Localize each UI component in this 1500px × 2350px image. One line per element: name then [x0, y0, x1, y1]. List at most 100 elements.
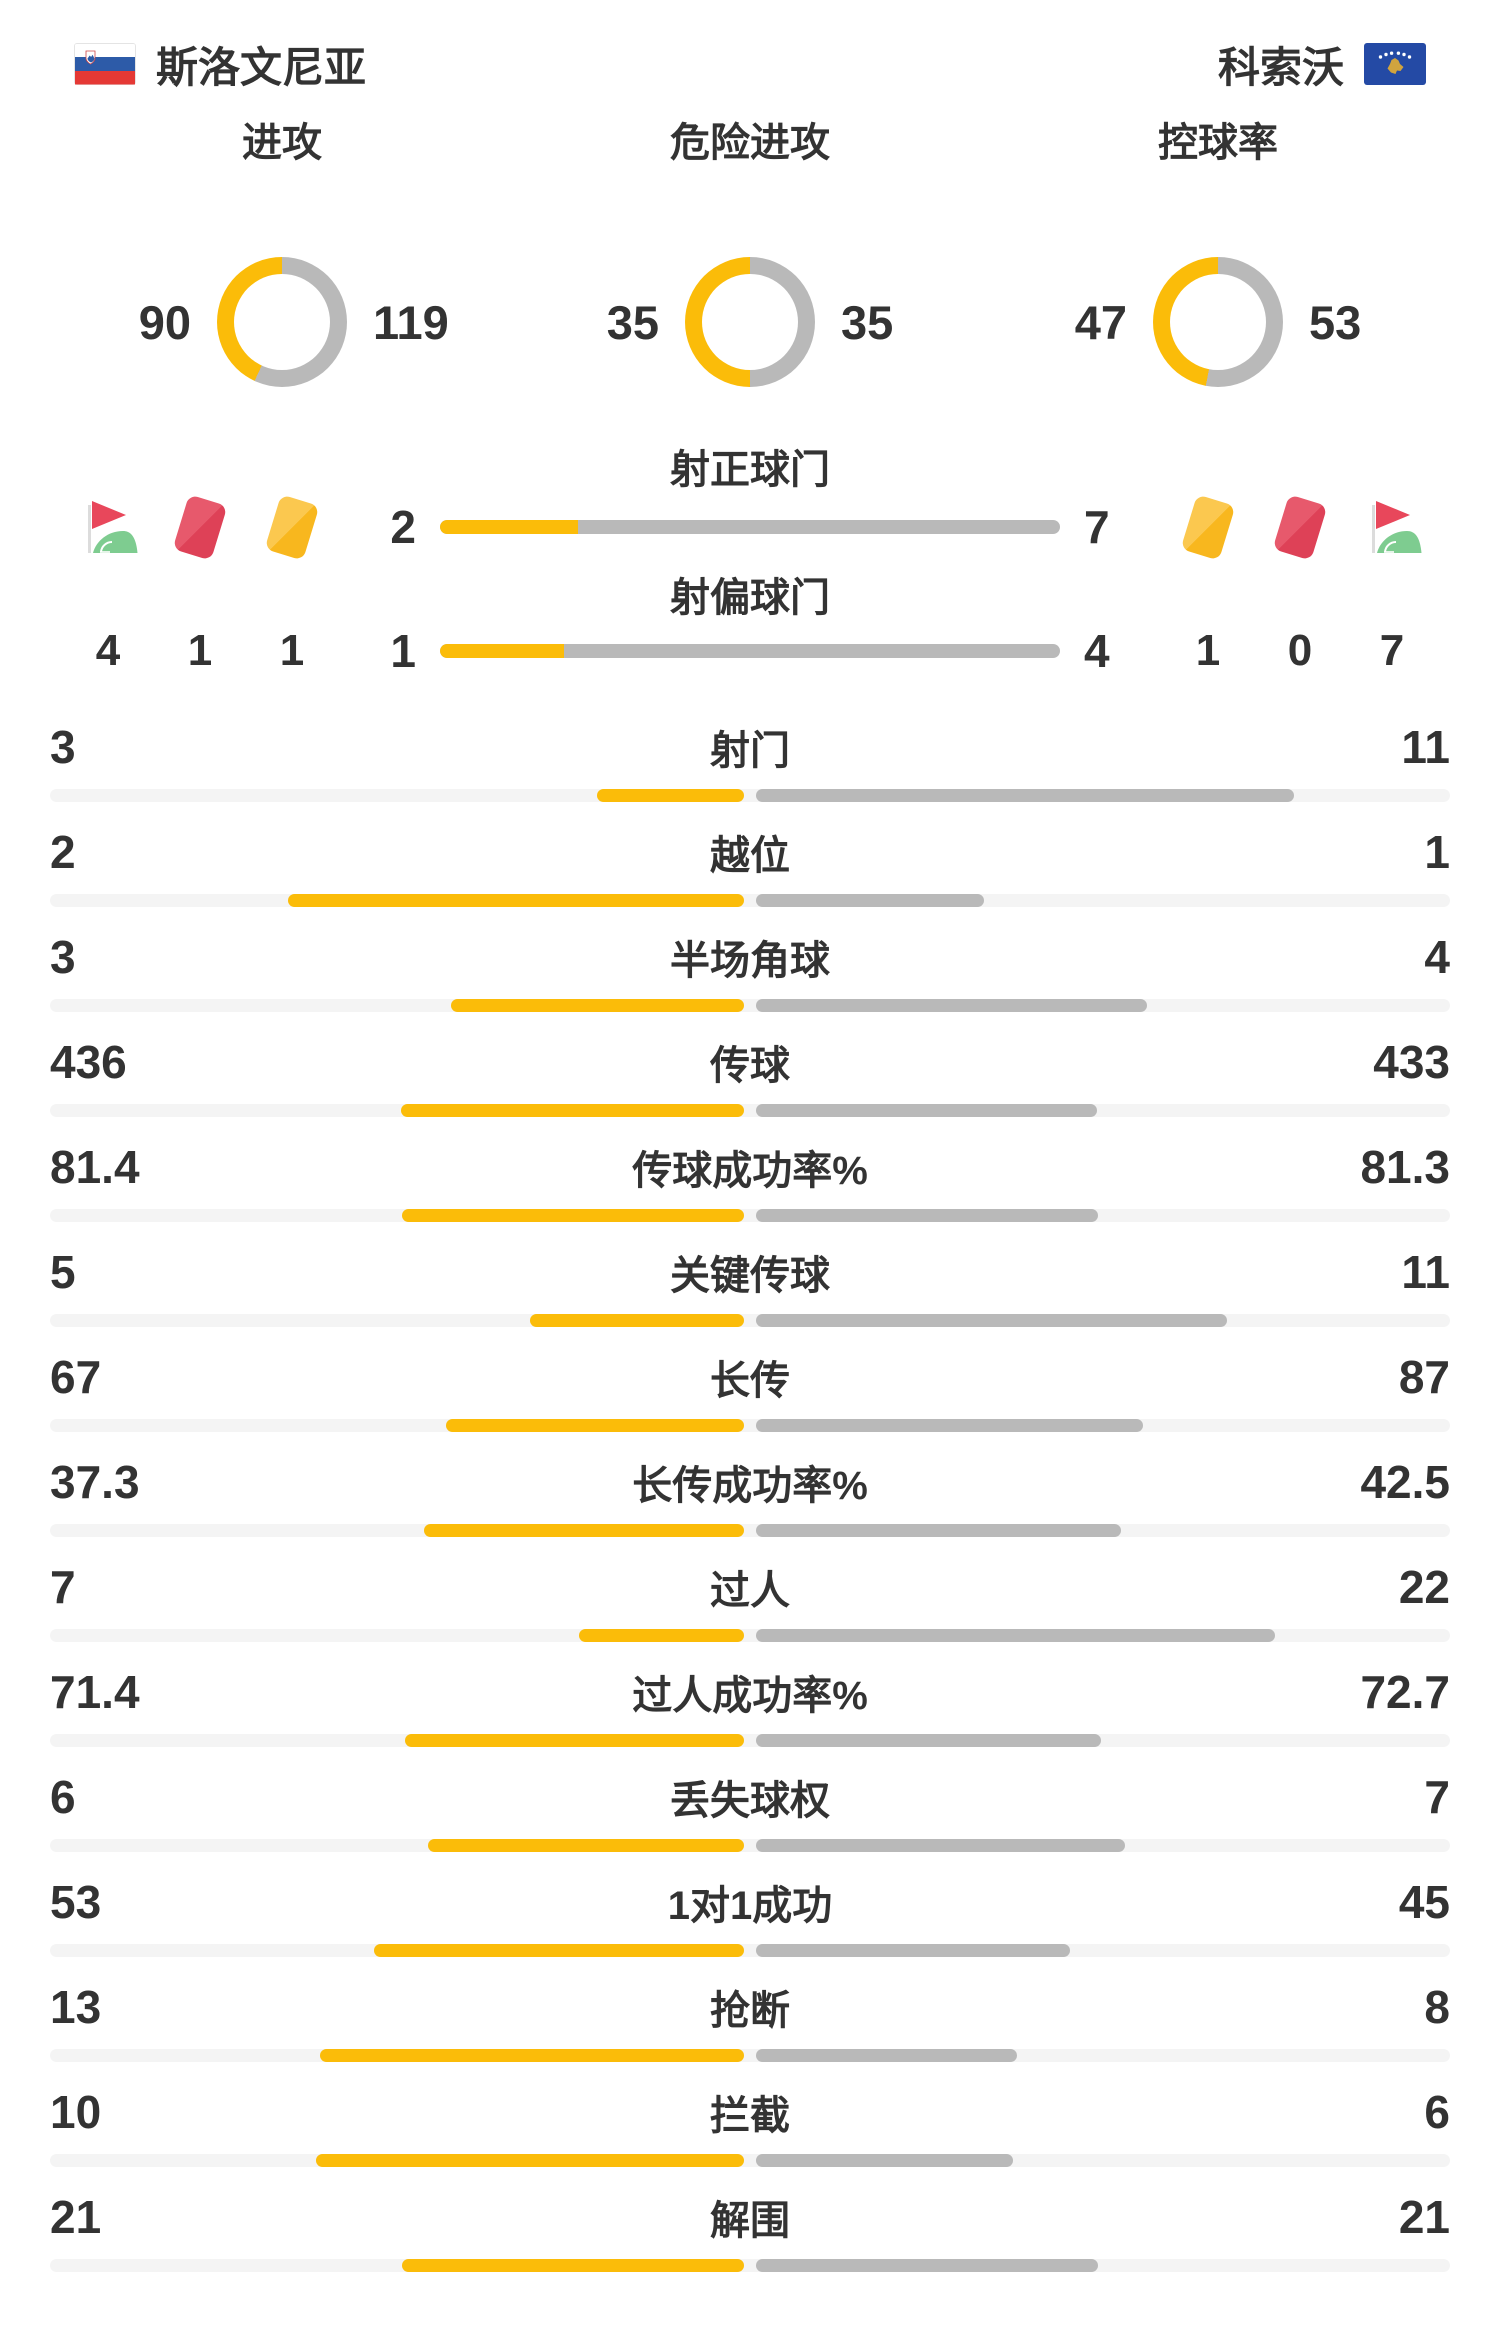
stat-row-dribbles: 7 过人 22: [50, 1558, 1450, 1642]
stat-row-key-passes: 5 关键传球 11: [50, 1243, 1450, 1327]
away-bar-segment: [756, 1314, 1227, 1327]
home-discipline-counts: 4 1 1: [50, 626, 350, 676]
home-stat-value: 81.4: [50, 1141, 140, 1193]
home-red-card-count: 1: [187, 626, 213, 675]
donut-label: 进攻: [242, 121, 322, 165]
home-bar-segment: [424, 1524, 744, 1537]
away-stat-value: 81.3: [1360, 1141, 1450, 1193]
home-bar-segment: [530, 1314, 744, 1327]
overview-donuts: 进攻 90 119 危险进攻 35 35 控球率 47 53: [50, 119, 1450, 387]
home-stat-value: 13: [50, 1981, 102, 2033]
home-stat-value: 67: [50, 1351, 102, 1403]
shots-on-target-bar-row: 2 7: [350, 500, 1150, 554]
stat-bar: [50, 2259, 1450, 2272]
home-donut-value: 35: [606, 295, 659, 349]
home-bar-segment: [578, 1629, 744, 1642]
stat-row-duels-won: 53 1对1成功 45: [50, 1873, 1450, 1957]
donut-label: 危险进攻: [670, 121, 830, 165]
shots-off-target-bar: [440, 644, 1060, 658]
home-discipline-icons: [50, 493, 350, 561]
away-corner-count: 7: [1379, 626, 1405, 675]
home-stat-value: 7: [50, 1561, 76, 1613]
stat-bar: [50, 1524, 1450, 1537]
home-donut-value: 47: [1074, 295, 1127, 349]
donut-chart: [1153, 257, 1283, 387]
home-bar-segment: [446, 1419, 744, 1432]
shots-off-target-label: 射偏球门: [670, 576, 830, 620]
stat-bar: [50, 1839, 1450, 1852]
home-stat-value: 10: [50, 2086, 102, 2138]
stat-bar: [50, 1944, 1450, 1957]
shots-off-target-bar-row: 1 4: [350, 624, 1150, 678]
stat-row-long-balls: 67 长传 87: [50, 1348, 1450, 1432]
stat-label: 拦截: [710, 2094, 790, 2138]
home-bar-segment: [450, 999, 744, 1012]
red-card-icon: [1272, 493, 1328, 561]
stat-row-possession-lost: 6 丢失球权 7: [50, 1768, 1450, 1852]
away-bar-segment: [756, 1209, 1099, 1222]
home-donut-value: 90: [138, 295, 191, 349]
stat-bar: [50, 2049, 1450, 2062]
home-shots-on-target: 2: [390, 501, 416, 553]
stat-row-offsides: 2 越位 1: [50, 823, 1450, 907]
home-shots-off-target: 1: [390, 625, 416, 677]
stat-bar: [50, 1209, 1450, 1222]
away-stat-value: 8: [1424, 1981, 1450, 2033]
stat-label: 丢失球权: [670, 1779, 830, 1823]
stat-label: 抢断: [710, 1989, 790, 2033]
away-stat-value: 45: [1398, 1876, 1450, 1928]
away-bar-segment: [756, 2049, 1017, 2062]
away-stat-value: 72.7: [1360, 1666, 1450, 1718]
away-bar-segment: [756, 999, 1148, 1012]
away-stat-value: 21: [1398, 2191, 1450, 2243]
home-stat-value: 53: [50, 1876, 102, 1928]
home-corner-count: 4: [95, 626, 121, 675]
home-bar-segment: [428, 1839, 744, 1852]
away-bar-segment: [756, 1524, 1121, 1537]
stat-label: 关键传球: [670, 1254, 830, 1298]
donut-label: 控球率: [1158, 121, 1278, 165]
away-donut-value: 35: [841, 295, 894, 349]
home-bar-segment: [373, 1944, 744, 1957]
stat-row-clearances: 21 解围 21: [50, 2188, 1450, 2272]
kosovo-flag-icon: [1364, 43, 1426, 85]
home-stat-value: 6: [50, 1771, 76, 1823]
home-bar-segment: [287, 894, 744, 907]
yellow-card-icon: [264, 493, 320, 561]
stat-bar: [50, 2154, 1450, 2167]
stat-row-pass-accuracy: 81.4 传球成功率% 81.3: [50, 1138, 1450, 1222]
stat-label: 过人成功率%: [632, 1674, 868, 1718]
away-shots-on-target: 7: [1084, 501, 1110, 553]
home-bar-segment: [320, 2049, 744, 2062]
away-donut-value: 53: [1309, 295, 1362, 349]
stat-row-passes: 436 传球 433: [50, 1033, 1450, 1117]
home-bar-segment: [316, 2154, 744, 2167]
away-stat-value: 11: [1401, 1246, 1450, 1298]
away-yellow-card-count: 1: [1195, 626, 1221, 675]
away-shots-off-target: 4: [1084, 625, 1110, 677]
home-team-name: 斯洛文尼亚: [156, 43, 367, 91]
stat-label: 长传: [710, 1359, 790, 1403]
stat-label: 传球: [710, 1044, 790, 1088]
away-stat-value: 87: [1398, 1351, 1450, 1403]
stat-label: 过人: [710, 1569, 790, 1613]
away-discipline-icons: [1150, 493, 1450, 561]
away-bar-segment: [756, 1419, 1143, 1432]
stat-label: 解围: [710, 2199, 790, 2243]
away-stat-value: 22: [1398, 1561, 1450, 1613]
home-bar-segment: [597, 789, 744, 802]
stats-list: 3 射门 11 2 越位 1 3 半场角球 4 436 传球 433 81.4 传球成功率% 81.…: [50, 718, 1450, 2272]
stat-bar: [50, 1629, 1450, 1642]
red-card-icon: [172, 493, 228, 561]
shots-section: 射正球门 2 7: [50, 442, 1450, 678]
stat-label: 1对1成功: [667, 1884, 833, 1928]
home-bar-segment: [400, 1104, 744, 1117]
stat-bar: [50, 1314, 1450, 1327]
stat-row-tackles: 13 抢断 8: [50, 1978, 1450, 2062]
corner-flag-icon: [88, 501, 138, 553]
away-bar-segment: [756, 1734, 1102, 1747]
dangerous-attacks-donut-column: 危险进攻 35 35: [526, 119, 974, 387]
home-team: 斯洛文尼亚: [74, 34, 366, 95]
match-stats-page: 斯洛文尼亚 科索沃 进攻 90 119 危险进攻 35: [50, 34, 1450, 2272]
stat-row-shots: 3 射门 11: [50, 718, 1450, 802]
